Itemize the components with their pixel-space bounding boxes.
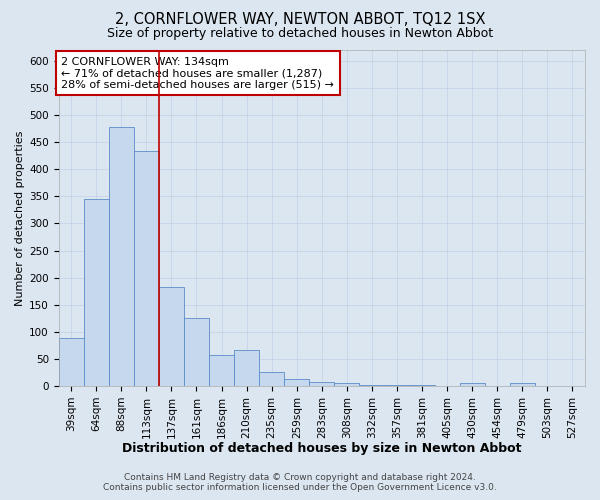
Text: 2 CORNFLOWER WAY: 134sqm
← 71% of detached houses are smaller (1,287)
28% of sem: 2 CORNFLOWER WAY: 134sqm ← 71% of detach… (61, 56, 334, 90)
Text: Contains HM Land Registry data © Crown copyright and database right 2024.
Contai: Contains HM Land Registry data © Crown c… (103, 473, 497, 492)
Bar (284, 380, 309, 386)
Bar (109, 128, 134, 386)
Bar (334, 384, 359, 386)
Bar (259, 372, 284, 386)
Bar (359, 385, 385, 386)
Bar (134, 152, 159, 386)
Bar (184, 318, 209, 386)
Y-axis label: Number of detached properties: Number of detached properties (15, 130, 25, 306)
X-axis label: Distribution of detached houses by size in Newton Abbot: Distribution of detached houses by size … (122, 442, 521, 455)
Text: 2, CORNFLOWER WAY, NEWTON ABBOT, TQ12 1SX: 2, CORNFLOWER WAY, NEWTON ABBOT, TQ12 1S… (115, 12, 485, 28)
Bar (510, 384, 535, 386)
Bar (209, 355, 234, 386)
Bar (59, 338, 84, 386)
Bar (159, 287, 184, 386)
Bar (309, 382, 334, 386)
Bar (234, 350, 259, 386)
Text: Size of property relative to detached houses in Newton Abbot: Size of property relative to detached ho… (107, 28, 493, 40)
Bar (84, 199, 109, 386)
Bar (460, 384, 485, 386)
